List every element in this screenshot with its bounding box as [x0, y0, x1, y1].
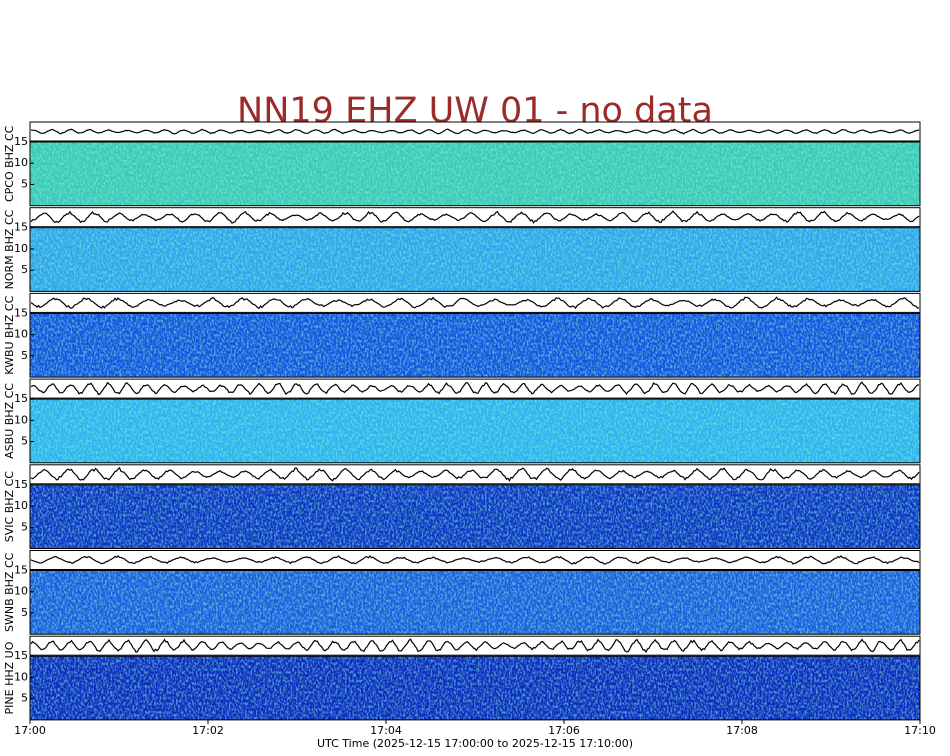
station-label: NORM BHZ CC [3, 209, 16, 289]
spectrogram-noise [30, 313, 920, 378]
y-tick-label: 5 [21, 349, 28, 362]
spectrogram-frame [29, 398, 921, 464]
y-tick-label: 10 [14, 585, 28, 598]
x-tick-label: 17:08 [726, 724, 758, 737]
y-tick-label: 15 [14, 221, 28, 234]
spectrogram-frame [29, 570, 921, 635]
spectrogram-frame [29, 312, 921, 378]
y-tick-label: 10 [14, 670, 28, 683]
spectrogram-noise [30, 399, 920, 463]
waveform-frame [29, 121, 921, 142]
spectrogram-frame [29, 484, 921, 549]
y-tick-label: 15 [14, 478, 28, 491]
waveform [30, 128, 920, 135]
spectrogram-noise [30, 227, 920, 292]
y-tick-label: 5 [21, 263, 28, 276]
x-tick-label: 17:06 [548, 724, 580, 737]
y-tick-label: 5 [21, 177, 28, 190]
waveform [30, 210, 920, 224]
x-tick-label: 17:04 [370, 724, 402, 737]
waveform-frame [29, 378, 921, 399]
y-tick-label: 10 [14, 156, 28, 169]
spectrogram-noise [30, 484, 920, 549]
station-label: CPCO BHZ CC [3, 125, 16, 202]
station-label: SVIC BHZ CC [3, 471, 16, 542]
y-tick-label: 15 [14, 135, 28, 148]
y-tick-label: 5 [21, 435, 28, 448]
spectrogram-frame [29, 227, 921, 292]
waveform-frame [29, 635, 921, 656]
y-tick-label: 10 [14, 328, 28, 341]
y-tick-label: 10 [14, 413, 28, 426]
waveform [30, 296, 920, 310]
waveform-frame [29, 292, 921, 313]
y-tick-label: 15 [14, 564, 28, 577]
spectrogram-noise [30, 570, 920, 635]
y-tick-label: 15 [14, 392, 28, 405]
station-label: SWNB BHZ CC [3, 552, 16, 632]
waveform [30, 466, 920, 482]
y-tick-label: 15 [14, 306, 28, 319]
y-tick-label: 5 [21, 606, 28, 619]
y-tick-label: 5 [21, 520, 28, 533]
spectrogram-frame [29, 655, 921, 721]
y-tick-label: 10 [14, 499, 28, 512]
x-axis-label: UTC Time (2025-12-15 17:00:00 to 2025-12… [317, 737, 633, 750]
station-label: ASBU BHZ CC [3, 383, 16, 459]
station-label: PINE HHZ UO [3, 641, 16, 714]
y-tick-label: 15 [14, 649, 28, 662]
y-tick-label: 5 [21, 692, 28, 705]
y-tick-label: 10 [14, 242, 28, 255]
station-label: KWBU BHZ CC [3, 295, 16, 374]
spectrogram-frame [29, 141, 921, 207]
waveform-frame [29, 550, 921, 570]
x-tick-label: 17:00 [14, 724, 46, 737]
spectrogram-noise [30, 656, 920, 720]
spectrogram-noise [30, 142, 920, 206]
x-tick-label: 17:02 [192, 724, 224, 737]
waveform [30, 381, 920, 396]
waveform [30, 638, 920, 654]
waveform [30, 554, 920, 565]
x-tick-label: 17:10 [904, 724, 936, 737]
